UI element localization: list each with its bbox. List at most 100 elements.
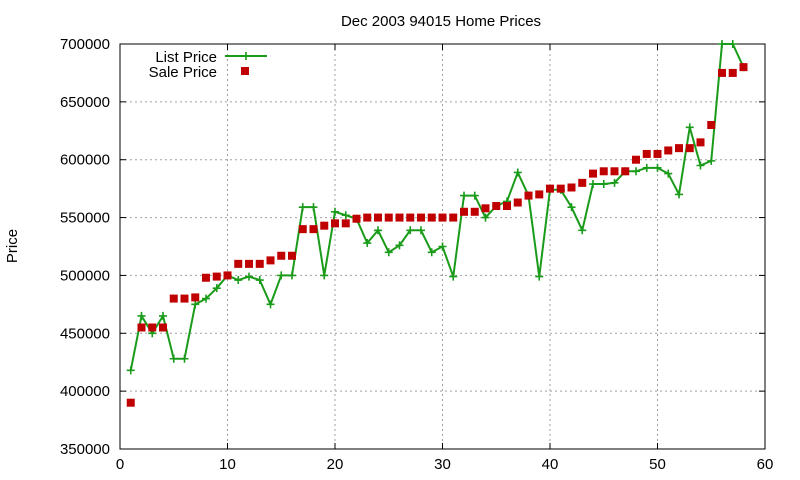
sale-price-point	[180, 294, 189, 303]
chart-title: Dec 2003 94015 Home Prices	[341, 13, 541, 30]
sale-price-point	[503, 202, 511, 210]
x-tick-label: 50	[649, 456, 666, 473]
list-price-point	[341, 211, 350, 220]
list-price-point	[599, 180, 608, 189]
legend-keys	[225, 52, 267, 75]
list-price-point	[180, 354, 189, 363]
list-price-point	[427, 248, 436, 257]
x-tick-label: 30	[434, 456, 451, 473]
sale-price-point	[632, 155, 640, 164]
list-price-point	[245, 272, 253, 281]
sale-price-point	[470, 207, 479, 216]
sale-price-point	[696, 138, 705, 147]
list-price-point	[298, 203, 307, 212]
list-price-point	[642, 163, 651, 172]
legend-key-list-price-marker	[242, 52, 250, 60]
x-tick-label: 20	[327, 456, 344, 473]
list-price-point	[288, 271, 296, 280]
list-price-point	[513, 168, 522, 177]
sale-price-point	[524, 191, 533, 200]
list-price-point	[255, 276, 264, 285]
sale-price-point	[137, 323, 146, 332]
x-tick-label: 40	[542, 456, 559, 473]
sale-price-point	[159, 323, 167, 332]
sale-price-point	[567, 183, 576, 192]
sale-price-point	[266, 256, 275, 265]
sale-price-point	[481, 204, 490, 213]
list-price-point	[202, 294, 210, 303]
sale-price-point	[406, 213, 415, 222]
sale-price-point	[245, 259, 253, 268]
sale-price-point	[492, 202, 501, 210]
legend-label-list-price: List Price	[155, 49, 217, 66]
sale-price-point	[309, 225, 318, 234]
sale-price-point	[212, 272, 221, 281]
list-price-point	[159, 311, 167, 320]
y-axis-label: Price	[4, 229, 21, 263]
y-tick-label: 550000	[60, 210, 110, 227]
y-tick-label: 700000	[60, 36, 110, 53]
sale-price-point	[438, 213, 447, 222]
list-price-point	[685, 123, 694, 132]
sale-price-point	[460, 207, 468, 216]
list-price-point	[406, 226, 415, 235]
sale-price-point	[653, 149, 662, 158]
sale-price-point	[363, 213, 372, 222]
list-price-line	[129, 43, 745, 371]
y-tick-label: 400000	[60, 383, 110, 400]
list-price-point	[578, 226, 587, 235]
axis-ticks: 0 10 20 30 40 50 60 350000 400000 450000 500000 550…	[60, 36, 773, 473]
list-price-point	[309, 203, 318, 212]
list-price-point	[438, 242, 447, 251]
sale-price-point	[126, 398, 135, 407]
list-price-point	[126, 366, 135, 375]
series-sale-price	[126, 63, 748, 407]
sale-price-point	[202, 273, 210, 282]
list-price-point	[675, 190, 683, 199]
list-price-point	[707, 156, 716, 165]
list-price-point	[191, 300, 200, 309]
x-tick-label: 60	[757, 456, 774, 473]
sale-price-point	[395, 213, 404, 222]
sale-price-point	[169, 294, 178, 303]
list-price-point	[481, 213, 490, 222]
sale-price-point	[298, 225, 307, 234]
list-price-point	[535, 272, 544, 281]
series-list-price	[126, 40, 748, 375]
list-price-point	[470, 191, 479, 200]
sale-price-point	[234, 259, 243, 268]
sale-price-point	[513, 198, 522, 207]
list-price-point	[331, 207, 339, 216]
list-price-point	[610, 178, 619, 187]
list-price-point	[728, 40, 737, 48]
legend-label-sale-price: Sale Price	[149, 64, 217, 81]
sale-price-point	[277, 251, 286, 260]
sale-price-point	[384, 213, 393, 222]
y-tick-label: 500000	[60, 267, 110, 284]
list-price-point	[384, 248, 393, 257]
list-price-point	[395, 241, 404, 250]
sale-price-point	[255, 259, 264, 268]
list-price-point	[169, 354, 178, 363]
sale-price-point	[352, 214, 361, 223]
list-price-point	[632, 167, 640, 176]
list-price-point	[696, 161, 705, 170]
sale-price-point	[191, 293, 200, 302]
sale-price-point	[728, 68, 737, 77]
sale-price-point	[331, 219, 339, 228]
sale-price-point	[675, 144, 683, 153]
list-price-point	[137, 311, 146, 320]
legend: List Price Sale Price	[149, 49, 267, 81]
x-tick-label: 0	[116, 456, 124, 473]
sale-price-point	[417, 213, 425, 222]
y-tick-label: 450000	[60, 325, 110, 342]
sale-price-point	[427, 213, 436, 222]
sale-price-point	[288, 251, 296, 260]
list-price-point	[567, 203, 576, 212]
sale-price-point	[599, 167, 608, 176]
sale-price-point	[148, 323, 157, 332]
sale-price-point	[578, 178, 587, 187]
sale-price-point	[664, 146, 673, 155]
sale-price-point	[556, 184, 565, 193]
